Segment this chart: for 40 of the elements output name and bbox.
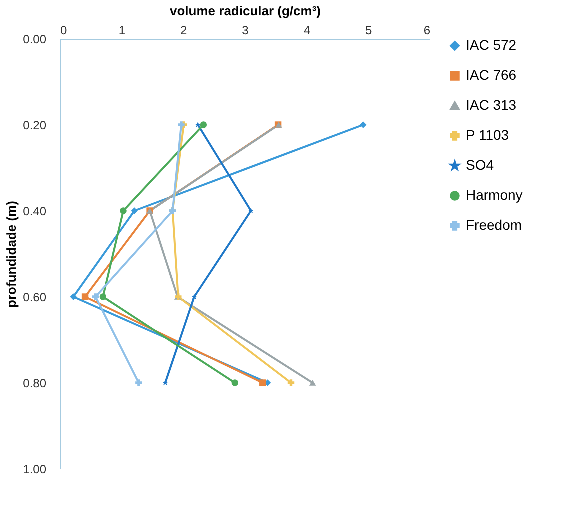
y-tick-label: 0.00: [23, 32, 47, 46]
point: [260, 380, 266, 386]
point: [288, 380, 295, 386]
x-axis-title: volume radicular (g/cm³): [170, 4, 321, 18]
y-axis-title: profundidade (m): [4, 201, 20, 308]
legend-label: P 1103: [466, 127, 510, 143]
legend-label: IAC 766: [466, 67, 517, 83]
point: [248, 208, 254, 214]
y-tick-label: 0.80: [23, 376, 47, 390]
point: [131, 208, 138, 214]
point: [232, 380, 238, 386]
x-tick-label: 3: [242, 24, 250, 38]
x-tick-label: 0: [60, 24, 68, 38]
legend-label: SO4: [466, 157, 494, 173]
legend-label: IAC 313: [466, 97, 517, 113]
x-tick-label: 5: [365, 24, 372, 38]
point: [191, 294, 198, 300]
y-tick-label: 0.40: [23, 204, 47, 218]
point: [120, 208, 127, 214]
point: [92, 294, 100, 300]
point: [194, 122, 202, 128]
point: [100, 294, 107, 300]
y-tick-label: 0.60: [23, 290, 47, 304]
point: [162, 380, 169, 386]
legend-label: IAC 572: [466, 37, 517, 53]
point: [136, 380, 142, 386]
point: [178, 122, 185, 128]
x-tick-label: 1: [118, 24, 126, 38]
point: [200, 122, 208, 128]
point: [360, 122, 367, 128]
legend-label: Harmony: [466, 187, 523, 203]
point: [82, 294, 89, 300]
point: [70, 294, 77, 300]
y-tick-label: 1.00: [23, 462, 47, 476]
x-tick-label: 2: [180, 24, 188, 38]
x-tick-label: 4: [304, 24, 311, 38]
y-tick-label: 0.20: [23, 118, 47, 132]
point: [309, 380, 316, 386]
legend-label: Freedom: [466, 217, 522, 233]
x-tick-label: 6: [424, 24, 431, 38]
